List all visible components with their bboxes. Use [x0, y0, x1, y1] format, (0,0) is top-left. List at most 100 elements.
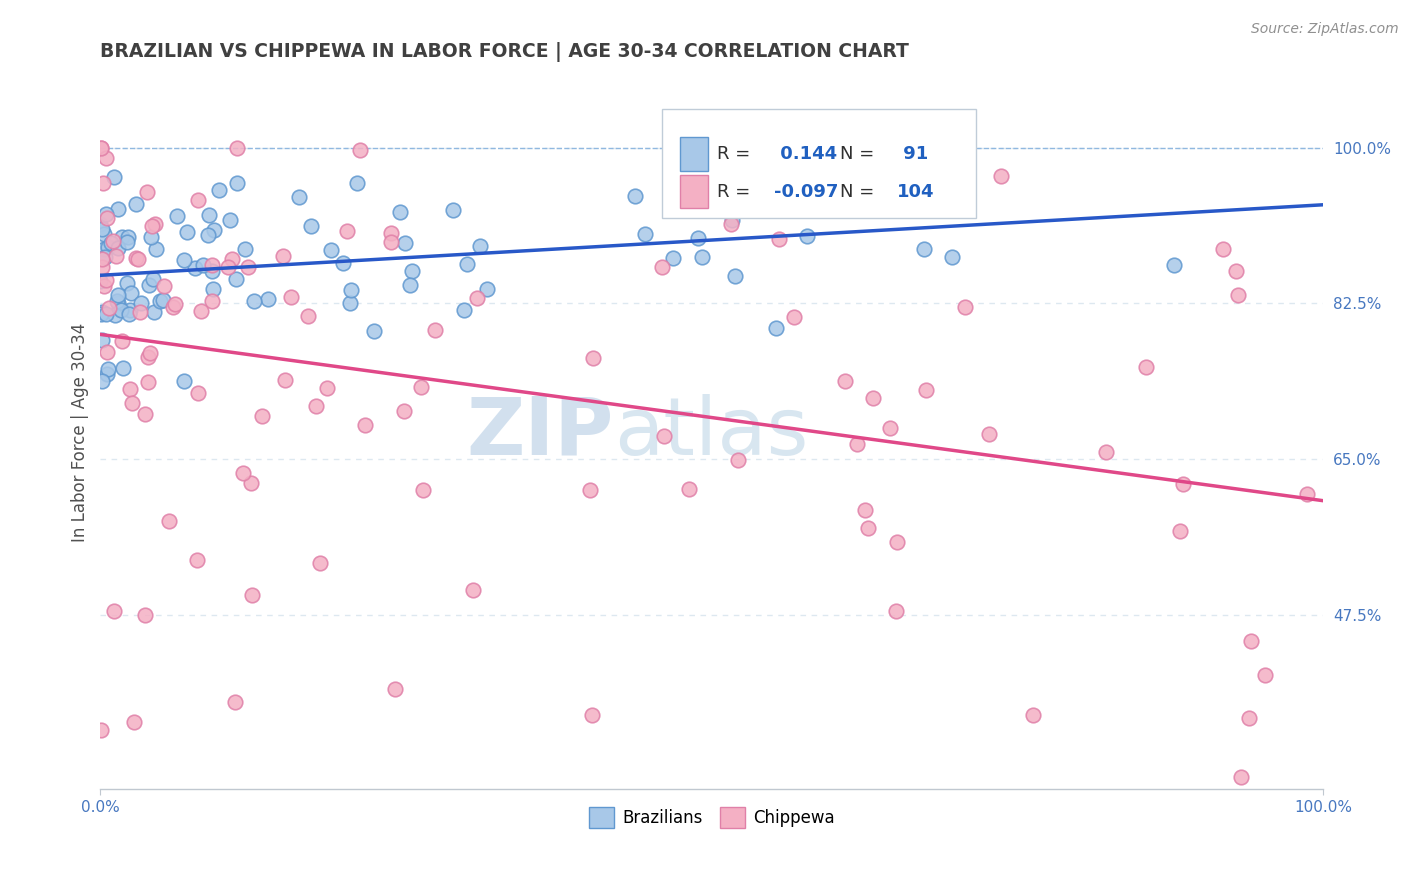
- Point: [104, 249, 127, 263]
- Point: [578, 483, 600, 497]
- Point: [96, 345, 118, 359]
- Point: [187, 193, 209, 207]
- Point: [103, 604, 125, 618]
- Point: [121, 396, 143, 410]
- Point: [166, 209, 188, 223]
- Point: [1254, 668, 1277, 682]
- Point: [105, 293, 128, 308]
- Point: [581, 708, 603, 723]
- Point: [91, 221, 114, 235]
- Point: [136, 376, 159, 390]
- Point: [280, 290, 302, 304]
- Point: [152, 293, 174, 308]
- Point: [198, 208, 221, 222]
- Point: [336, 224, 359, 238]
- Point: [90, 252, 112, 267]
- Point: [129, 296, 152, 310]
- Point: [1163, 258, 1185, 272]
- Point: [110, 303, 132, 318]
- Point: [401, 263, 423, 277]
- Point: [173, 253, 195, 268]
- Point: [201, 294, 224, 309]
- Point: [221, 252, 243, 267]
- Point: [423, 323, 446, 337]
- Point: [226, 140, 249, 154]
- Point: [953, 300, 976, 314]
- Point: [191, 258, 214, 272]
- Point: [122, 714, 145, 729]
- Point: [1211, 242, 1233, 256]
- Point: [94, 272, 117, 286]
- Point: [208, 183, 231, 197]
- Point: [389, 204, 412, 219]
- Point: [340, 283, 363, 297]
- Point: [582, 351, 605, 366]
- Point: [96, 207, 118, 221]
- Point: [924, 140, 946, 154]
- Point: [197, 228, 219, 243]
- Point: [136, 350, 159, 364]
- Point: [624, 188, 647, 202]
- Point: [392, 404, 415, 418]
- Point: [239, 476, 262, 491]
- Point: [134, 407, 156, 421]
- Point: [149, 293, 172, 308]
- Point: [957, 153, 980, 167]
- Point: [456, 257, 478, 271]
- Point: [884, 604, 907, 618]
- Point: [100, 235, 122, 250]
- Point: [90, 723, 112, 737]
- Point: [297, 309, 319, 323]
- Point: [299, 219, 322, 233]
- Point: [461, 582, 484, 597]
- Text: atlas: atlas: [614, 393, 808, 472]
- Point: [127, 252, 149, 266]
- Point: [118, 382, 141, 396]
- Point: [104, 309, 127, 323]
- Point: [93, 278, 115, 293]
- Point: [96, 367, 118, 381]
- Point: [128, 304, 150, 318]
- Point: [274, 373, 297, 387]
- Point: [238, 260, 260, 274]
- Point: [316, 381, 339, 395]
- Point: [441, 202, 464, 217]
- Point: [187, 386, 209, 401]
- Point: [117, 276, 139, 290]
- Point: [96, 240, 118, 254]
- Point: [90, 307, 112, 321]
- Point: [111, 230, 134, 244]
- Point: [727, 453, 749, 467]
- Point: [990, 169, 1012, 184]
- Point: [475, 283, 498, 297]
- Point: [162, 300, 184, 314]
- Point: [91, 176, 114, 190]
- Point: [1237, 711, 1260, 725]
- Y-axis label: In Labor Force | Age 30-34: In Labor Force | Age 30-34: [72, 323, 89, 542]
- Point: [346, 176, 368, 190]
- Point: [134, 607, 156, 622]
- Point: [339, 296, 361, 310]
- Point: [1230, 770, 1253, 784]
- Point: [941, 250, 963, 264]
- Point: [634, 227, 657, 241]
- Point: [173, 374, 195, 388]
- Point: [93, 227, 115, 242]
- Point: [1135, 359, 1157, 374]
- Point: [380, 235, 402, 249]
- Text: BRAZILIAN VS CHIPPEWA IN LABOR FORCE | AGE 30-34 CORRELATION CHART: BRAZILIAN VS CHIPPEWA IN LABOR FORCE | A…: [100, 42, 910, 62]
- Point: [394, 235, 416, 250]
- Point: [219, 213, 242, 227]
- Point: [142, 271, 165, 285]
- Text: R =: R =: [717, 183, 756, 201]
- Point: [111, 334, 134, 348]
- Point: [1095, 445, 1118, 459]
- Point: [932, 196, 955, 211]
- Text: 104: 104: [897, 183, 935, 201]
- Point: [90, 333, 112, 347]
- Point: [319, 243, 342, 257]
- Point: [145, 242, 167, 256]
- Point: [862, 392, 884, 406]
- Point: [288, 190, 311, 204]
- Point: [107, 241, 129, 255]
